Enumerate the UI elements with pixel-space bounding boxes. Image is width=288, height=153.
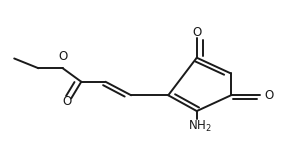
Text: NH$_2$: NH$_2$ — [188, 119, 211, 134]
Text: O: O — [264, 89, 273, 102]
Text: O: O — [192, 26, 201, 39]
Text: O: O — [62, 95, 72, 108]
Text: O: O — [58, 50, 67, 63]
